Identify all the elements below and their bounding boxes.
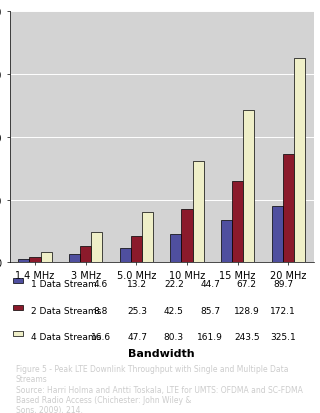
Bar <box>80 247 91 263</box>
Text: 67.2: 67.2 <box>237 280 257 289</box>
Text: 44.7: 44.7 <box>200 280 220 289</box>
Text: 325.1: 325.1 <box>270 332 296 341</box>
Bar <box>131 236 142 263</box>
Bar <box>243 110 254 263</box>
Bar <box>170 235 181 263</box>
Bar <box>193 161 204 263</box>
Text: 25.3: 25.3 <box>127 306 147 315</box>
Text: 2 Data Streams: 2 Data Streams <box>31 306 101 315</box>
Bar <box>142 212 153 263</box>
FancyBboxPatch shape <box>13 305 23 310</box>
Bar <box>29 257 41 263</box>
Text: 22.2: 22.2 <box>164 280 184 289</box>
Text: Figure 5 - Peak LTE Downlink Throughput with Single and Multiple Data Streams
So: Figure 5 - Peak LTE Downlink Throughput … <box>16 364 302 413</box>
Bar <box>41 252 52 263</box>
Text: 8.8: 8.8 <box>94 306 108 315</box>
Bar <box>120 249 131 263</box>
Text: Bandwidth: Bandwidth <box>128 348 195 358</box>
Text: 243.5: 243.5 <box>234 332 260 341</box>
Bar <box>232 182 243 263</box>
Bar <box>294 59 305 263</box>
Text: 85.7: 85.7 <box>200 306 220 315</box>
FancyBboxPatch shape <box>13 279 23 284</box>
Text: 1 Data Stream: 1 Data Stream <box>31 280 97 289</box>
Text: 161.9: 161.9 <box>197 332 223 341</box>
Text: 4.6: 4.6 <box>94 280 108 289</box>
Text: 172.1: 172.1 <box>270 306 296 315</box>
Bar <box>221 221 232 263</box>
Bar <box>18 260 29 263</box>
Text: 13.2: 13.2 <box>127 280 147 289</box>
Text: 42.5: 42.5 <box>164 306 184 315</box>
FancyBboxPatch shape <box>13 331 23 336</box>
Bar <box>91 233 102 263</box>
Bar <box>69 254 80 263</box>
Text: 4 Data Streams: 4 Data Streams <box>31 332 101 341</box>
Text: 16.6: 16.6 <box>91 332 111 341</box>
Text: 47.7: 47.7 <box>127 332 147 341</box>
Text: 89.7: 89.7 <box>273 280 293 289</box>
Text: 80.3: 80.3 <box>164 332 184 341</box>
Text: 128.9: 128.9 <box>234 306 260 315</box>
Bar <box>283 155 294 263</box>
Bar <box>272 206 283 263</box>
Bar <box>181 209 193 263</box>
